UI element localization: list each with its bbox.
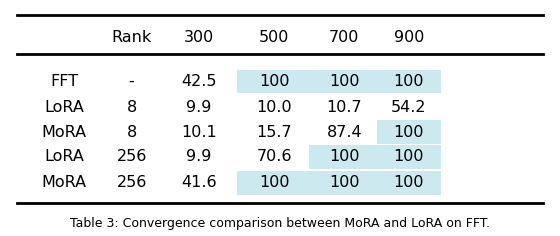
Text: 100: 100 (329, 149, 360, 164)
Text: 100: 100 (329, 74, 360, 89)
Text: 8: 8 (127, 100, 137, 115)
Text: LoRA: LoRA (44, 149, 85, 164)
Text: 15.7: 15.7 (256, 125, 292, 140)
Bar (376, 70, 441, 93)
Bar (236, 171, 309, 195)
Text: FFT: FFT (50, 74, 78, 89)
Text: 700: 700 (329, 30, 360, 45)
Text: Table 3: Convergence comparison between MoRA and LoRA on FFT.: Table 3: Convergence comparison between … (70, 216, 490, 230)
Bar (376, 120, 441, 144)
Text: 100: 100 (394, 149, 424, 164)
Bar (309, 70, 376, 93)
Text: 10.0: 10.0 (256, 100, 292, 115)
Text: 9.9: 9.9 (186, 149, 212, 164)
Bar (236, 70, 309, 93)
Text: 100: 100 (394, 175, 424, 190)
Bar (376, 145, 441, 169)
Text: 42.5: 42.5 (181, 74, 217, 89)
Bar (376, 171, 441, 195)
Bar (309, 145, 376, 169)
Text: 9.9: 9.9 (186, 100, 212, 115)
Text: 300: 300 (184, 30, 214, 45)
Text: 100: 100 (394, 74, 424, 89)
Text: Rank: Rank (111, 30, 152, 45)
Text: 100: 100 (259, 74, 290, 89)
Text: 100: 100 (329, 175, 360, 190)
Text: -: - (129, 74, 134, 89)
Text: 70.6: 70.6 (256, 149, 292, 164)
Text: 256: 256 (116, 175, 147, 190)
Text: 87.4: 87.4 (326, 125, 362, 140)
Text: 256: 256 (116, 149, 147, 164)
Text: 100: 100 (259, 175, 290, 190)
Bar (309, 171, 376, 195)
Text: 41.6: 41.6 (181, 175, 217, 190)
Text: MoRA: MoRA (42, 175, 87, 190)
Text: LoRA: LoRA (44, 100, 85, 115)
Text: MoRA: MoRA (42, 125, 87, 140)
Text: 100: 100 (394, 125, 424, 140)
Text: 10.1: 10.1 (181, 125, 217, 140)
Text: 10.7: 10.7 (326, 100, 362, 115)
Text: 54.2: 54.2 (391, 100, 427, 115)
Text: 8: 8 (127, 125, 137, 140)
Text: 900: 900 (394, 30, 424, 45)
Text: 500: 500 (259, 30, 290, 45)
